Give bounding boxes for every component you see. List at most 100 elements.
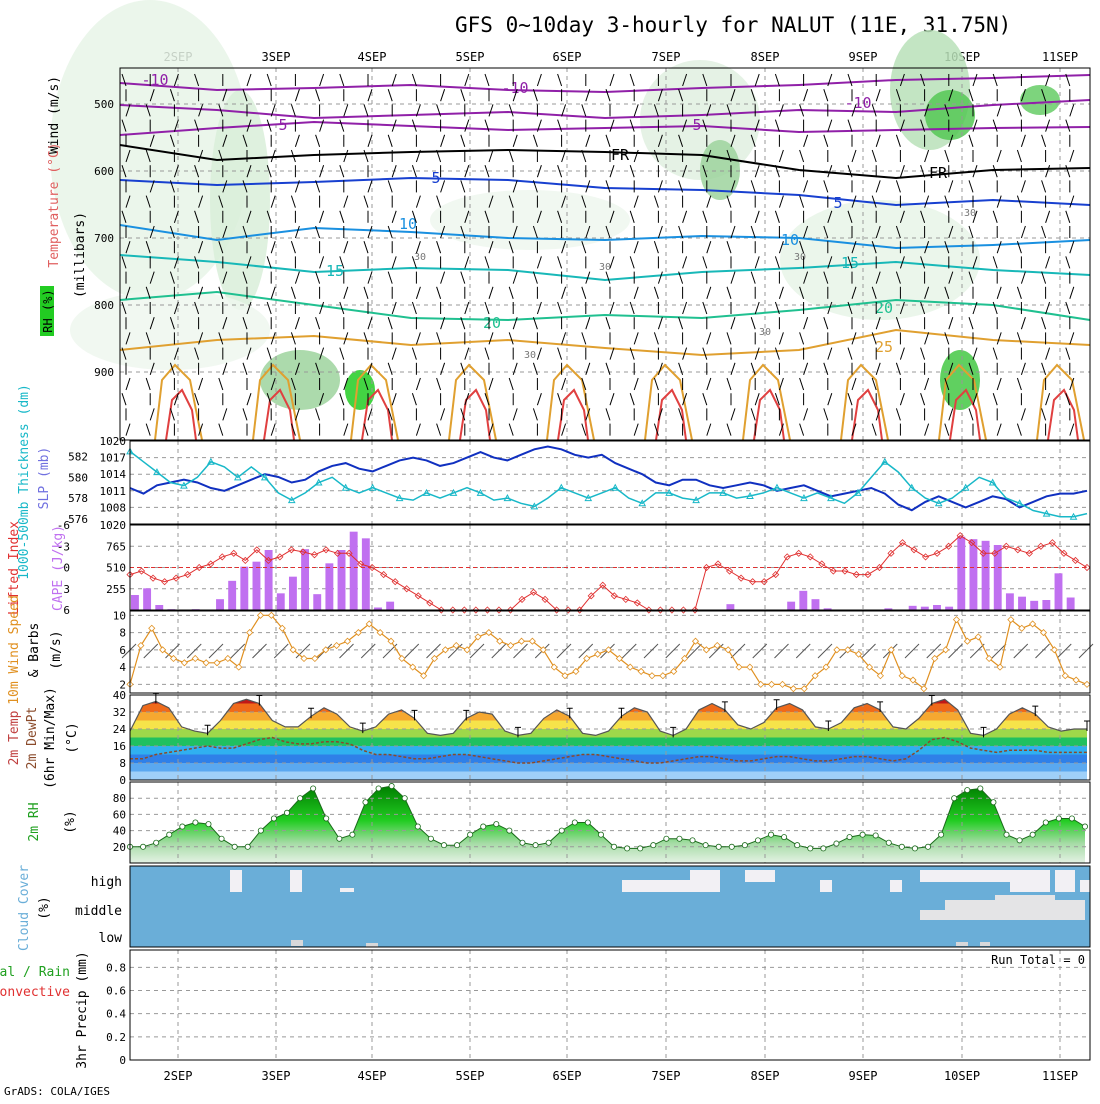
rh-marker-48 bbox=[754, 837, 761, 844]
wind-barb bbox=[290, 332, 296, 345]
wind-barb bbox=[387, 180, 393, 193]
wind-barb bbox=[343, 149, 349, 163]
cape-bar-16 bbox=[325, 563, 334, 610]
wind-barb bbox=[895, 225, 901, 239]
isotherm-line-4 bbox=[119, 176, 1091, 207]
wind-barb bbox=[411, 165, 417, 178]
wind10-marker-7 bbox=[202, 659, 210, 667]
wind-barb bbox=[149, 180, 155, 193]
rh-marker-36 bbox=[597, 831, 604, 838]
wind-barb bbox=[194, 256, 200, 269]
cape-bar-54 bbox=[787, 601, 796, 610]
wind10-marker-60 bbox=[778, 680, 787, 688]
wind-barb bbox=[315, 408, 321, 421]
wind-barb bbox=[536, 301, 542, 315]
wind-barb bbox=[657, 89, 663, 102]
top-date-1: 3SEP bbox=[262, 50, 291, 64]
wind-barb bbox=[145, 241, 151, 254]
cloud-low-0 bbox=[291, 940, 303, 946]
wind-barb bbox=[198, 377, 204, 391]
cape-bar-62 bbox=[884, 608, 893, 610]
wind-barb bbox=[899, 393, 905, 406]
wind-barb bbox=[222, 317, 228, 330]
wind-barb bbox=[145, 377, 151, 391]
wind-barb bbox=[363, 423, 369, 436]
wind-barb bbox=[605, 225, 611, 239]
thickness-marker-6 bbox=[207, 457, 215, 465]
wind-barb bbox=[944, 377, 950, 391]
cape-bar-69 bbox=[969, 539, 978, 610]
wind-barb bbox=[508, 241, 514, 254]
wind-barb bbox=[899, 119, 905, 132]
wind-barb bbox=[222, 134, 228, 147]
wind-barb bbox=[702, 301, 708, 315]
wind10-marker-75 bbox=[942, 646, 950, 654]
wind-barb bbox=[871, 332, 877, 345]
wind10-marker-82 bbox=[1018, 624, 1026, 632]
wind10-marker-49 bbox=[659, 672, 667, 680]
wind10-marker-30 bbox=[452, 641, 460, 650]
wind-barb bbox=[391, 210, 397, 223]
wind-barb bbox=[996, 377, 1002, 391]
wind-barb bbox=[169, 134, 175, 147]
temp-tick-3: 16 bbox=[113, 740, 126, 753]
cape-bar-21 bbox=[386, 601, 395, 610]
wind-barb bbox=[508, 377, 514, 391]
rh-marker-66 bbox=[990, 799, 997, 806]
cape-tick-2: 510 bbox=[106, 562, 126, 575]
wind-barb bbox=[270, 195, 276, 208]
rh-marker-73 bbox=[1082, 823, 1089, 830]
thickness-marker-10 bbox=[260, 473, 269, 481]
rh-marker-43 bbox=[689, 837, 696, 844]
wind-barb bbox=[561, 332, 567, 345]
heat-cell-inner-5 bbox=[655, 388, 687, 441]
wind10-marker-80 bbox=[996, 663, 1004, 671]
cloud-low-2 bbox=[956, 942, 968, 946]
wind-barb bbox=[1045, 301, 1051, 315]
wind-barb bbox=[972, 119, 978, 132]
wind10-barb-86 bbox=[1056, 643, 1072, 659]
wind-barb bbox=[702, 165, 708, 178]
wind-barb bbox=[629, 165, 635, 178]
rh-marker-31 bbox=[532, 842, 539, 849]
wind-barb bbox=[1016, 377, 1022, 391]
ylabel-wind10-unit: (m/s) bbox=[49, 630, 64, 669]
top-date-6: 8SEP bbox=[751, 50, 780, 64]
wind-barb bbox=[294, 408, 300, 421]
rh-marker-56 bbox=[859, 831, 866, 838]
wind-barb bbox=[706, 241, 712, 254]
wind-barb bbox=[1069, 286, 1075, 299]
wind10-barb-72 bbox=[904, 643, 920, 659]
li-marker-36 bbox=[541, 595, 549, 603]
wind-barb bbox=[391, 393, 397, 406]
li-marker-10 bbox=[241, 556, 249, 564]
wind-barb bbox=[125, 377, 131, 391]
wind-barb bbox=[367, 317, 373, 330]
slp-frame bbox=[129, 440, 1091, 525]
wind-barb bbox=[920, 119, 926, 132]
wind-barb bbox=[803, 134, 809, 147]
li-marker-77 bbox=[1014, 546, 1022, 554]
thickness-marker-2 bbox=[153, 468, 161, 476]
cape-bar-66 bbox=[933, 605, 941, 610]
rh-marker-49 bbox=[768, 831, 775, 838]
wind10-marker-74 bbox=[931, 654, 939, 663]
wind-barb bbox=[678, 271, 684, 284]
wind-barb bbox=[726, 332, 732, 345]
wind10-marker-79 bbox=[985, 654, 993, 663]
temp2m-panel: 40 32 24 16 8 0 2m Temp 2m DewPt (6hr Min/Max) (°… bbox=[7, 687, 1091, 789]
wind-barb bbox=[1020, 180, 1026, 193]
wind-barb bbox=[1045, 256, 1051, 269]
li-marker-19 bbox=[345, 549, 353, 557]
wind-barb bbox=[488, 286, 494, 299]
isotherm-label-15: 25 bbox=[875, 338, 893, 356]
wind-barb bbox=[436, 241, 442, 254]
wind-barb bbox=[315, 271, 321, 284]
wind-barb bbox=[512, 317, 518, 330]
cape-bar-9 bbox=[240, 566, 249, 610]
rh-contour-label-2: 30 bbox=[794, 252, 806, 263]
wind-barb bbox=[246, 256, 252, 269]
precip-tick-1: 0.6 bbox=[106, 985, 126, 998]
wind-barb bbox=[561, 423, 567, 436]
thickness-marker-36 bbox=[611, 483, 620, 491]
